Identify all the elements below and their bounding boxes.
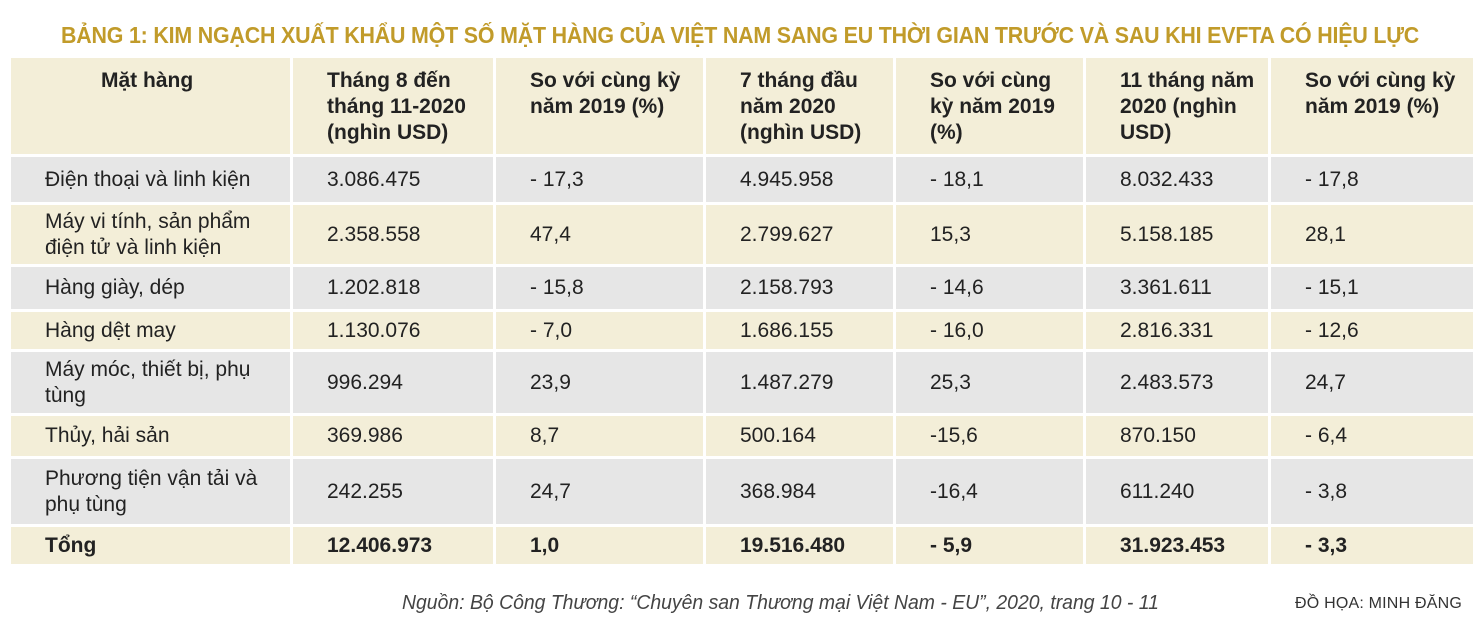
row-item-name: Phương tiện vận tải và phụ tùng bbox=[11, 459, 293, 527]
row-value: 15,3 bbox=[896, 205, 1086, 267]
row-item-name: Điện thoại và linh kiện bbox=[11, 157, 293, 205]
column-header-change-1: So với cùng kỳ năm 2019 (%) bbox=[496, 58, 706, 157]
row-item-name: Máy vi tính, sản phẩm điện tử và linh ki… bbox=[11, 205, 293, 267]
row-value: 2.799.627 bbox=[706, 205, 896, 267]
row-value: 28,1 bbox=[1271, 205, 1473, 267]
row-value: 1.686.155 bbox=[706, 312, 896, 352]
row-value: - 15,8 bbox=[496, 267, 706, 312]
row-value: 3.361.611 bbox=[1086, 267, 1271, 312]
table-header-row: Mặt hàng Tháng 8 đến tháng 11-2020 (nghì… bbox=[11, 58, 1473, 157]
table-row: Máy vi tính, sản phẩm điện tử và linh ki… bbox=[11, 205, 1473, 267]
row-value: - 17,3 bbox=[496, 157, 706, 205]
row-value: 611.240 bbox=[1086, 459, 1271, 527]
row-value: - 14,6 bbox=[896, 267, 1086, 312]
total-value: - 3,3 bbox=[1271, 527, 1473, 567]
row-value: 870.150 bbox=[1086, 416, 1271, 459]
row-value: 8,7 bbox=[496, 416, 706, 459]
row-value: - 7,0 bbox=[496, 312, 706, 352]
row-value: 47,4 bbox=[496, 205, 706, 267]
total-value: 1,0 bbox=[496, 527, 706, 567]
table-title: BẢNG 1: KIM NGẠCH XUẤT KHẨU MỘT SỐ MẶT H… bbox=[60, 22, 1420, 48]
row-value: 2.358.558 bbox=[293, 205, 496, 267]
row-item-name: Thủy, hải sản bbox=[11, 416, 293, 459]
row-value: 3.086.475 bbox=[293, 157, 496, 205]
row-value: 5.158.185 bbox=[1086, 205, 1271, 267]
row-value: 2.483.573 bbox=[1086, 352, 1271, 416]
table-row: Hàng dệt may 1.130.076 - 7,0 1.686.155 -… bbox=[11, 312, 1473, 352]
row-value: - 16,0 bbox=[896, 312, 1086, 352]
row-value: 24,7 bbox=[1271, 352, 1473, 416]
row-value: - 18,1 bbox=[896, 157, 1086, 205]
column-header-7-months-2020: 7 tháng đầu năm 2020 (nghìn USD) bbox=[706, 58, 896, 157]
table-row: Thủy, hải sản 369.986 8,7 500.164 -15,6 … bbox=[11, 416, 1473, 459]
row-value: 1.487.279 bbox=[706, 352, 896, 416]
row-value: - 6,4 bbox=[1271, 416, 1473, 459]
column-header-change-2: So với cùng kỳ năm 2019 (%) bbox=[896, 58, 1086, 157]
row-value: 500.164 bbox=[706, 416, 896, 459]
row-value: 1.130.076 bbox=[293, 312, 496, 352]
total-label: Tổng bbox=[11, 527, 293, 567]
source-note: Nguồn: Bộ Công Thương: “Chuyên san Thươn… bbox=[402, 592, 1159, 614]
row-value: -16,4 bbox=[896, 459, 1086, 527]
row-value: 1.202.818 bbox=[293, 267, 496, 312]
total-value: 31.923.453 bbox=[1086, 527, 1271, 567]
row-value: 4.945.958 bbox=[706, 157, 896, 205]
row-value: - 17,8 bbox=[1271, 157, 1473, 205]
row-value: - 3,8 bbox=[1271, 459, 1473, 527]
row-value: -15,6 bbox=[896, 416, 1086, 459]
column-header-11-months-2020: 11 tháng năm 2020 (nghìn USD) bbox=[1086, 58, 1271, 157]
row-value: 2.816.331 bbox=[1086, 312, 1271, 352]
row-value: 242.255 bbox=[293, 459, 496, 527]
row-value: 996.294 bbox=[293, 352, 496, 416]
table-row: Điện thoại và linh kiện 3.086.475 - 17,3… bbox=[11, 157, 1473, 205]
row-value: 23,9 bbox=[496, 352, 706, 416]
total-value: - 5,9 bbox=[896, 527, 1086, 567]
row-item-name: Hàng dệt may bbox=[11, 312, 293, 352]
table-row: Hàng giày, dép 1.202.818 - 15,8 2.158.79… bbox=[11, 267, 1473, 312]
table-total-row: Tổng 12.406.973 1,0 19.516.480 - 5,9 31.… bbox=[11, 527, 1473, 567]
row-value: 24,7 bbox=[496, 459, 706, 527]
row-value: 2.158.793 bbox=[706, 267, 896, 312]
row-value: 8.032.433 bbox=[1086, 157, 1271, 205]
row-value: 25,3 bbox=[896, 352, 1086, 416]
column-header-change-3: So với cùng kỳ năm 2019 (%) bbox=[1271, 58, 1473, 157]
row-value: - 12,6 bbox=[1271, 312, 1473, 352]
row-item-name: Máy móc, thiết bị, phụ tùng bbox=[11, 352, 293, 416]
row-value: 369.986 bbox=[293, 416, 496, 459]
graphic-credit: ĐỒ HỌA: MINH ĐĂNG bbox=[1295, 595, 1462, 612]
row-value: - 15,1 bbox=[1271, 267, 1473, 312]
export-table: Mặt hàng Tháng 8 đến tháng 11-2020 (nghì… bbox=[11, 58, 1473, 567]
column-header-aug-nov-2020: Tháng 8 đến tháng 11-2020 (nghìn USD) bbox=[293, 58, 496, 157]
row-item-name: Hàng giày, dép bbox=[11, 267, 293, 312]
row-value: 368.984 bbox=[706, 459, 896, 527]
table-row: Máy móc, thiết bị, phụ tùng 996.294 23,9… bbox=[11, 352, 1473, 416]
total-value: 12.406.973 bbox=[293, 527, 496, 567]
table-row: Phương tiện vận tải và phụ tùng 242.255 … bbox=[11, 459, 1473, 527]
total-value: 19.516.480 bbox=[706, 527, 896, 567]
column-header-item: Mặt hàng bbox=[11, 58, 293, 157]
